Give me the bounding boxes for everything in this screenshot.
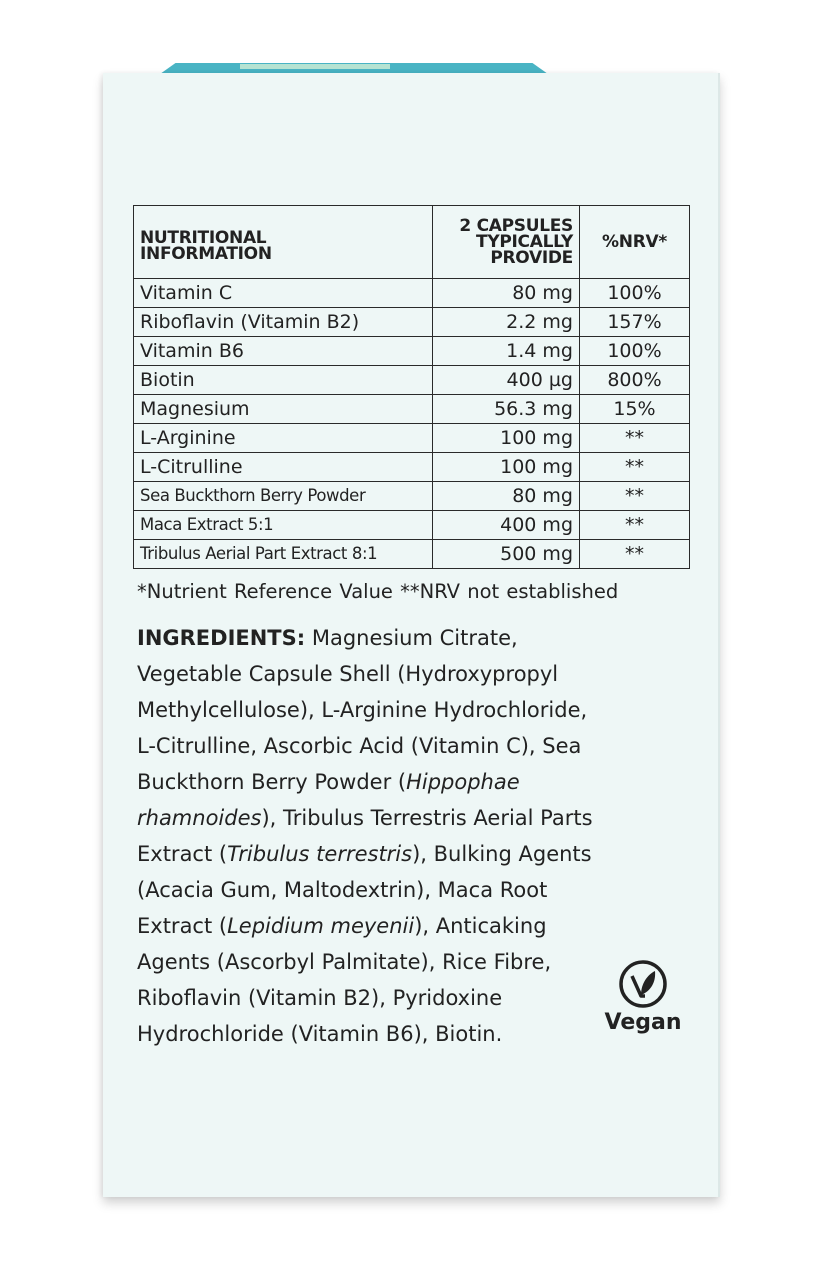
ingredient-text: Extract ( [137, 914, 228, 938]
table-row: L-Citrulline 100 mg ** [133, 452, 690, 482]
ingredients-line: INGREDIENTS: Magnesium Citrate, [137, 620, 593, 656]
nutrient-nrv: ** [579, 452, 690, 482]
header-line: PROVIDE [490, 248, 573, 268]
vegan-label: Vegan [604, 1010, 682, 1035]
nutrient-amount: 80 mg [432, 481, 580, 511]
nutrition-table: NUTRITIONAL INFORMATION 2 CAPSULES TYPIC… [133, 205, 690, 569]
ingredients-label: INGREDIENTS: [137, 626, 306, 650]
table-row: Riboflavin (Vitamin B2) 2.2 mg 157% [133, 307, 690, 337]
nutrient-nrv: 157% [579, 307, 690, 337]
table-row: L-Arginine 100 mg ** [133, 423, 690, 453]
nutrition-table-header: NUTRITIONAL INFORMATION 2 CAPSULES TYPIC… [133, 205, 690, 279]
nutrient-amount: 80 mg [432, 278, 580, 308]
table-row: Tribulus Aerial Part Extract 8:1 500 mg ** [133, 539, 690, 569]
ingredient-latin-name: Tribulus terrestris [227, 842, 413, 866]
table-row: Biotin 400 µg 800% [133, 365, 690, 395]
nutrient-name: Vitamin C [133, 278, 433, 308]
header-amount: 2 CAPSULES TYPICALLY PROVIDE [432, 205, 580, 279]
nutrient-nrv: ** [579, 539, 690, 569]
nutrient-name: Maca Extract 5:1 [133, 510, 433, 540]
ingredients-line: Hydrochloride (Vitamin B6), Biotin. [137, 1016, 593, 1052]
ingredient-text: Buckthorn Berry Powder ( [137, 770, 407, 794]
nutrient-nrv: 100% [579, 336, 690, 366]
ingredient-text: ), Anticaking [414, 914, 547, 938]
ingredient-latin-name: Hippophae [406, 770, 520, 794]
nutrient-nrv: 100% [579, 278, 690, 308]
nutrient-amount: 400 mg [432, 510, 580, 540]
nutrient-nrv: 800% [579, 365, 690, 395]
header-nutritional-information: NUTRITIONAL INFORMATION [133, 205, 433, 279]
ingredient-text: Magnesium Citrate, [305, 626, 518, 650]
ingredients-line: rhamnoides), Tribulus Terrestris Aerial … [137, 800, 593, 836]
ingredient-text: (Acacia Gum, Maltodextrin), Maca Root [137, 878, 548, 902]
ingredient-text: Extract ( [137, 842, 228, 866]
ingredients-line: (Acacia Gum, Maltodextrin), Maca Root [137, 872, 593, 908]
ingredients-line: Vegetable Capsule Shell (Hydroxypropyl [137, 656, 593, 692]
nutrient-amount: 100 mg [432, 452, 580, 482]
header-line: INFORMATION [140, 244, 272, 264]
nutrient-name: Vitamin B6 [133, 336, 433, 366]
table-row: Sea Buckthorn Berry Powder 80 mg ** [133, 481, 690, 511]
header-nrv: %NRV* [579, 205, 690, 279]
ingredient-text: Riboflavin (Vitamin B2), Pyridoxine [137, 986, 503, 1010]
ingredient-text: Agents (Ascorbyl Palmitate), Rice Fibre, [137, 950, 552, 974]
ingredient-latin-name: rhamnoides [137, 806, 262, 830]
nutrient-amount: 100 mg [432, 423, 580, 453]
nutrient-amount: 1.4 mg [432, 336, 580, 366]
nutrient-nrv: ** [579, 481, 690, 511]
ingredients-text: INGREDIENTS: Magnesium Citrate, Vegetable… [137, 620, 593, 1052]
nutrient-name: Riboflavin (Vitamin B2) [133, 307, 433, 337]
nutrient-name: Tribulus Aerial Part Extract 8:1 [133, 539, 433, 569]
nutrient-name: Magnesium [133, 394, 433, 424]
table-row: Vitamin B6 1.4 mg 100% [133, 336, 690, 366]
nutrient-amount: 500 mg [432, 539, 580, 569]
ingredient-text: ), Tribulus Terrestris Aerial Parts [261, 806, 593, 830]
nutrient-name: Sea Buckthorn Berry Powder [133, 481, 433, 511]
table-row: Maca Extract 5:1 400 mg ** [133, 510, 690, 540]
nutrient-amount: 400 µg [432, 365, 580, 395]
ingredients-line: Methylcellulose), L-Arginine Hydrochlori… [137, 692, 593, 728]
nutrient-amount: 56.3 mg [432, 394, 580, 424]
vegan-leaf-icon [619, 960, 667, 1008]
ingredients-line: L-Citrulline, Ascorbic Acid (Vitamin C),… [137, 728, 593, 764]
header-line: NUTRITIONAL [140, 228, 267, 248]
ingredients-line: Riboflavin (Vitamin B2), Pyridoxine [137, 980, 593, 1016]
ingredient-latin-name: Lepidium meyenii [227, 914, 415, 938]
ingredient-text: L-Citrulline, Ascorbic Acid (Vitamin C),… [137, 734, 582, 758]
vegan-badge: Vegan [600, 958, 686, 1035]
ingredient-text: ), Bulking Agents [412, 842, 592, 866]
ingredient-text: Vegetable Capsule Shell (Hydroxypropyl [137, 662, 559, 686]
table-row: Magnesium 56.3 mg 15% [133, 394, 690, 424]
nutrient-nrv: ** [579, 510, 690, 540]
nutrient-name: L-Citrulline [133, 452, 433, 482]
header-line: 2 CAPSULES [459, 216, 573, 236]
box-top-flap [160, 63, 548, 74]
ingredients-line: Extract (Lepidium meyenii), Anticaking [137, 908, 593, 944]
nutrient-amount: 2.2 mg [432, 307, 580, 337]
nutrient-nrv: 15% [579, 394, 690, 424]
nrv-footnote: *Nutrient Reference Value **NRV not esta… [137, 580, 619, 603]
ingredients-line: Extract (Tribulus terrestris), Bulking A… [137, 836, 593, 872]
header-line: TYPICALLY [476, 232, 573, 252]
table-row: Vitamin C 80 mg 100% [133, 278, 690, 308]
ingredients-line: Agents (Ascorbyl Palmitate), Rice Fibre, [137, 944, 593, 980]
ingredients-line: Buckthorn Berry Powder (Hippophae [137, 764, 593, 800]
ingredient-text: Methylcellulose), L-Arginine Hydrochlori… [137, 698, 588, 722]
nutrient-name: L-Arginine [133, 423, 433, 453]
nutrient-name: Biotin [133, 365, 433, 395]
nutrient-nrv: ** [579, 423, 690, 453]
ingredient-text: Hydrochloride (Vitamin B6), Biotin. [137, 1022, 503, 1046]
